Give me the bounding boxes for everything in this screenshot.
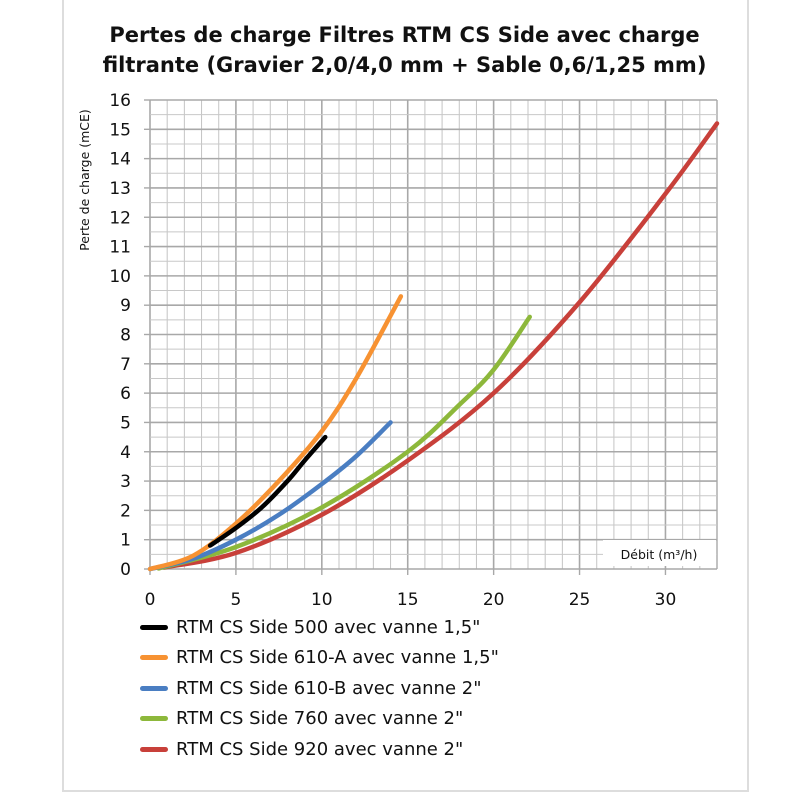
series-line-2 xyxy=(147,420,393,572)
legend-label: RTM CS Side 610-B avec vanne 2" xyxy=(176,677,482,699)
y-tick-label: 1 xyxy=(120,531,131,551)
legend-item: RTM CS Side 920 avec vanne 2" xyxy=(140,734,499,765)
x-axis-label: Débit (m³/h) xyxy=(621,547,698,562)
y-tick-label: 15 xyxy=(109,120,131,140)
x-axis-label-background xyxy=(603,540,716,566)
series-line-4 xyxy=(161,121,720,570)
chart-title-line-2: filtrante (Gravier 2,0/4,0 mm + Sable 0,… xyxy=(102,53,707,77)
chart-frame xyxy=(62,0,749,792)
chart-title-line-1: Pertes de charge Filtres RTM CS Side ave… xyxy=(109,23,700,47)
x-tick-label: 5 xyxy=(230,590,241,610)
x-tick-label: 10 xyxy=(311,590,333,610)
series-line-3 xyxy=(156,314,532,571)
legend-label: RTM CS Side 610-A avec vanne 1,5" xyxy=(176,647,499,669)
y-axis-label: Perte de charge (mCE) xyxy=(77,109,92,251)
y-tick-label: 3 xyxy=(120,472,131,492)
y-tick-label: 11 xyxy=(109,238,131,258)
legend-item: RTM CS Side 760 avec vanne 2" xyxy=(140,704,499,735)
legend-swatch xyxy=(140,685,168,691)
y-tick-label: 2 xyxy=(120,501,131,521)
x-tick-label: 25 xyxy=(569,590,591,610)
series-line-0 xyxy=(207,434,328,548)
legend-label: RTM CS Side 500 avec vanne 1,5" xyxy=(176,616,481,638)
legend-item: RTM CS Side 610-B avec vanne 2" xyxy=(140,673,499,704)
y-tick-label: 9 xyxy=(120,296,131,316)
legend-label: RTM CS Side 920 avec vanne 2" xyxy=(176,738,464,760)
legend-item: RTM CS Side 500 avec vanne 1,5" xyxy=(140,612,499,643)
y-tick-label: 16 xyxy=(109,91,131,111)
y-tick-label: 6 xyxy=(120,384,131,404)
y-tick-label: 5 xyxy=(120,413,131,433)
y-tick-label: 10 xyxy=(109,267,131,287)
legend-swatch xyxy=(140,746,168,752)
x-tick-label: 15 xyxy=(397,590,419,610)
x-tick-label: 0 xyxy=(145,590,156,610)
y-tick-label: 4 xyxy=(120,443,131,463)
y-tick-label: 0 xyxy=(120,560,131,580)
series-line-1 xyxy=(147,294,404,572)
legend-label: RTM CS Side 760 avec vanne 2" xyxy=(176,708,464,730)
chart-legend: RTM CS Side 500 avec vanne 1,5" RTM CS Si… xyxy=(140,612,499,765)
y-tick-label: 7 xyxy=(120,355,131,375)
y-tick-label: 12 xyxy=(109,208,131,228)
legend-item: RTM CS Side 610-A avec vanne 1,5" xyxy=(140,643,499,674)
y-tick-label: 8 xyxy=(120,326,131,346)
y-tick-label: 13 xyxy=(109,179,131,199)
legend-swatch xyxy=(140,624,168,630)
x-tick-label: 30 xyxy=(655,590,677,610)
legend-swatch xyxy=(140,655,168,661)
y-tick-label: 14 xyxy=(109,150,131,170)
legend-swatch xyxy=(140,716,168,722)
chart-title: Pertes de charge Filtres RTM CS Side ave… xyxy=(62,20,747,80)
x-tick-label: 20 xyxy=(483,590,505,610)
